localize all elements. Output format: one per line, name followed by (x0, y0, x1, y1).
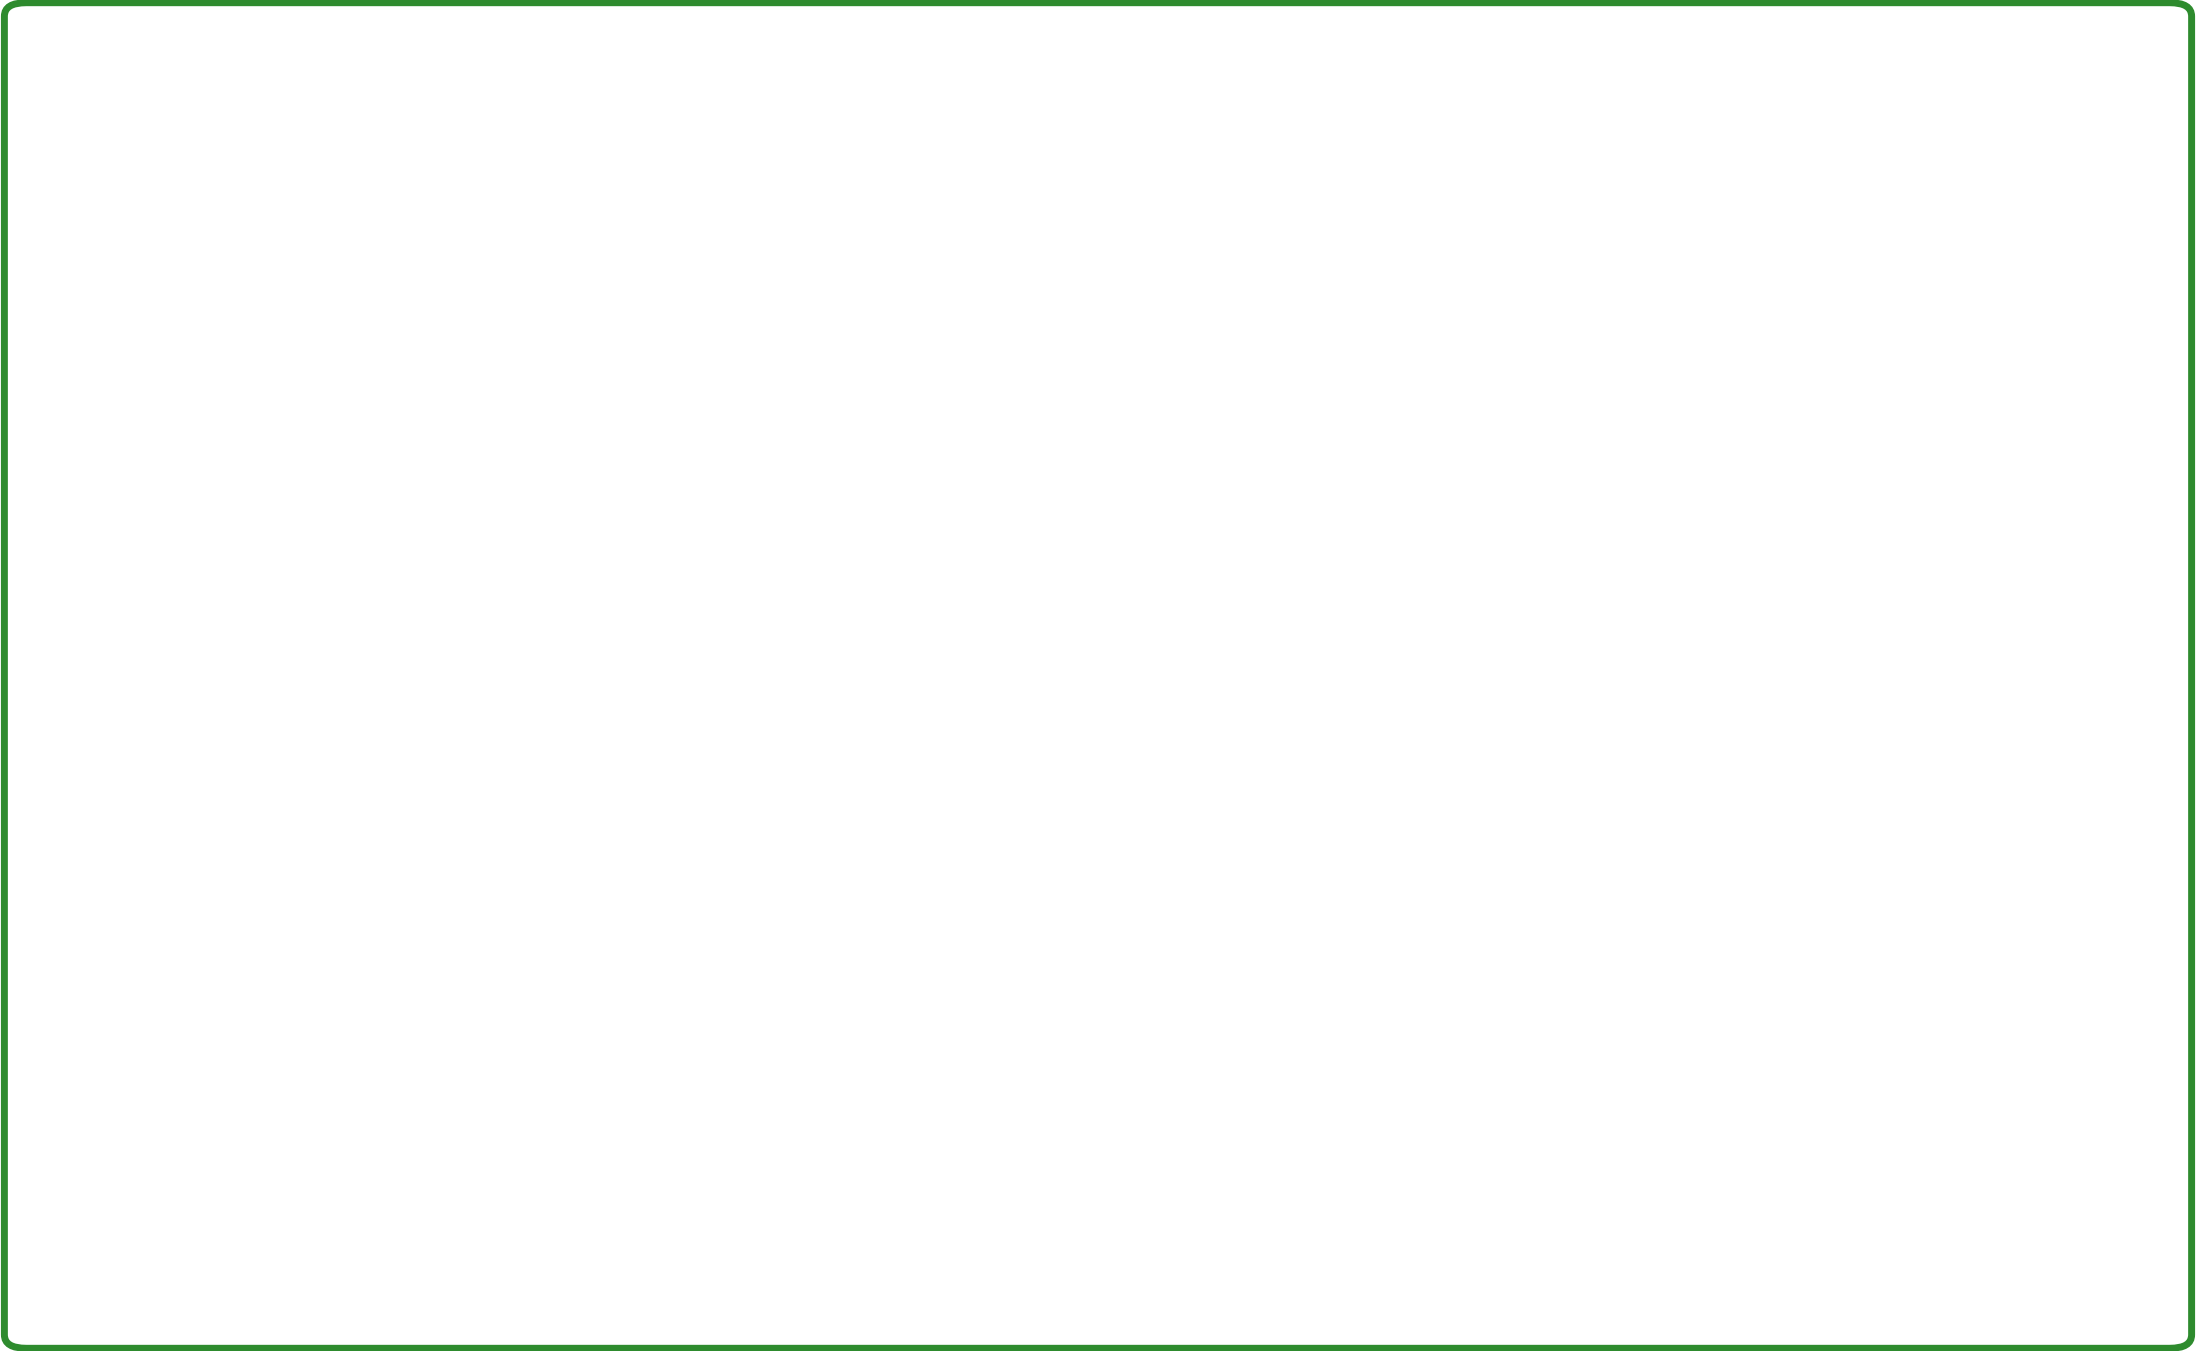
FancyBboxPatch shape (628, 1017, 670, 1056)
FancyBboxPatch shape (918, 347, 1810, 471)
FancyBboxPatch shape (628, 601, 670, 642)
FancyBboxPatch shape (918, 975, 1810, 1098)
FancyBboxPatch shape (415, 677, 523, 727)
Text: ACID Properties in DBMS: ACID Properties in DBMS (621, 201, 1629, 270)
Text: = Consistency: = Consistency (679, 607, 907, 635)
Text: The database must be consistent before
and after the transaction.: The database must be consistent before a… (1069, 586, 1658, 655)
Text: = Isolation: = Isolation (679, 815, 852, 843)
FancyBboxPatch shape (918, 767, 1810, 890)
Text: The entire transaction takes place at once
or doesn't happen at all.: The entire transaction takes place at on… (1054, 374, 1671, 444)
FancyBboxPatch shape (628, 809, 670, 848)
Text: C: C (637, 607, 659, 635)
Text: A: A (637, 394, 661, 424)
Text: ∂G: ∂G (1788, 1073, 1893, 1147)
Text: = Atomicity: = Atomicity (679, 394, 867, 424)
Text: D: D (637, 1023, 661, 1051)
Text: The changes of a successful transaction
occurs even if the system failure occurs: The changes of a successful transaction … (1067, 1002, 1658, 1071)
Text: Multiple Transactions occur independently
without interference.: Multiple Transactions occur independentl… (1054, 794, 1671, 863)
Text: = Durability: = Durability (679, 1023, 872, 1051)
FancyBboxPatch shape (628, 389, 670, 430)
Text: ACID: ACID (413, 681, 525, 723)
Text: I: I (643, 815, 654, 843)
FancyBboxPatch shape (918, 559, 1810, 682)
